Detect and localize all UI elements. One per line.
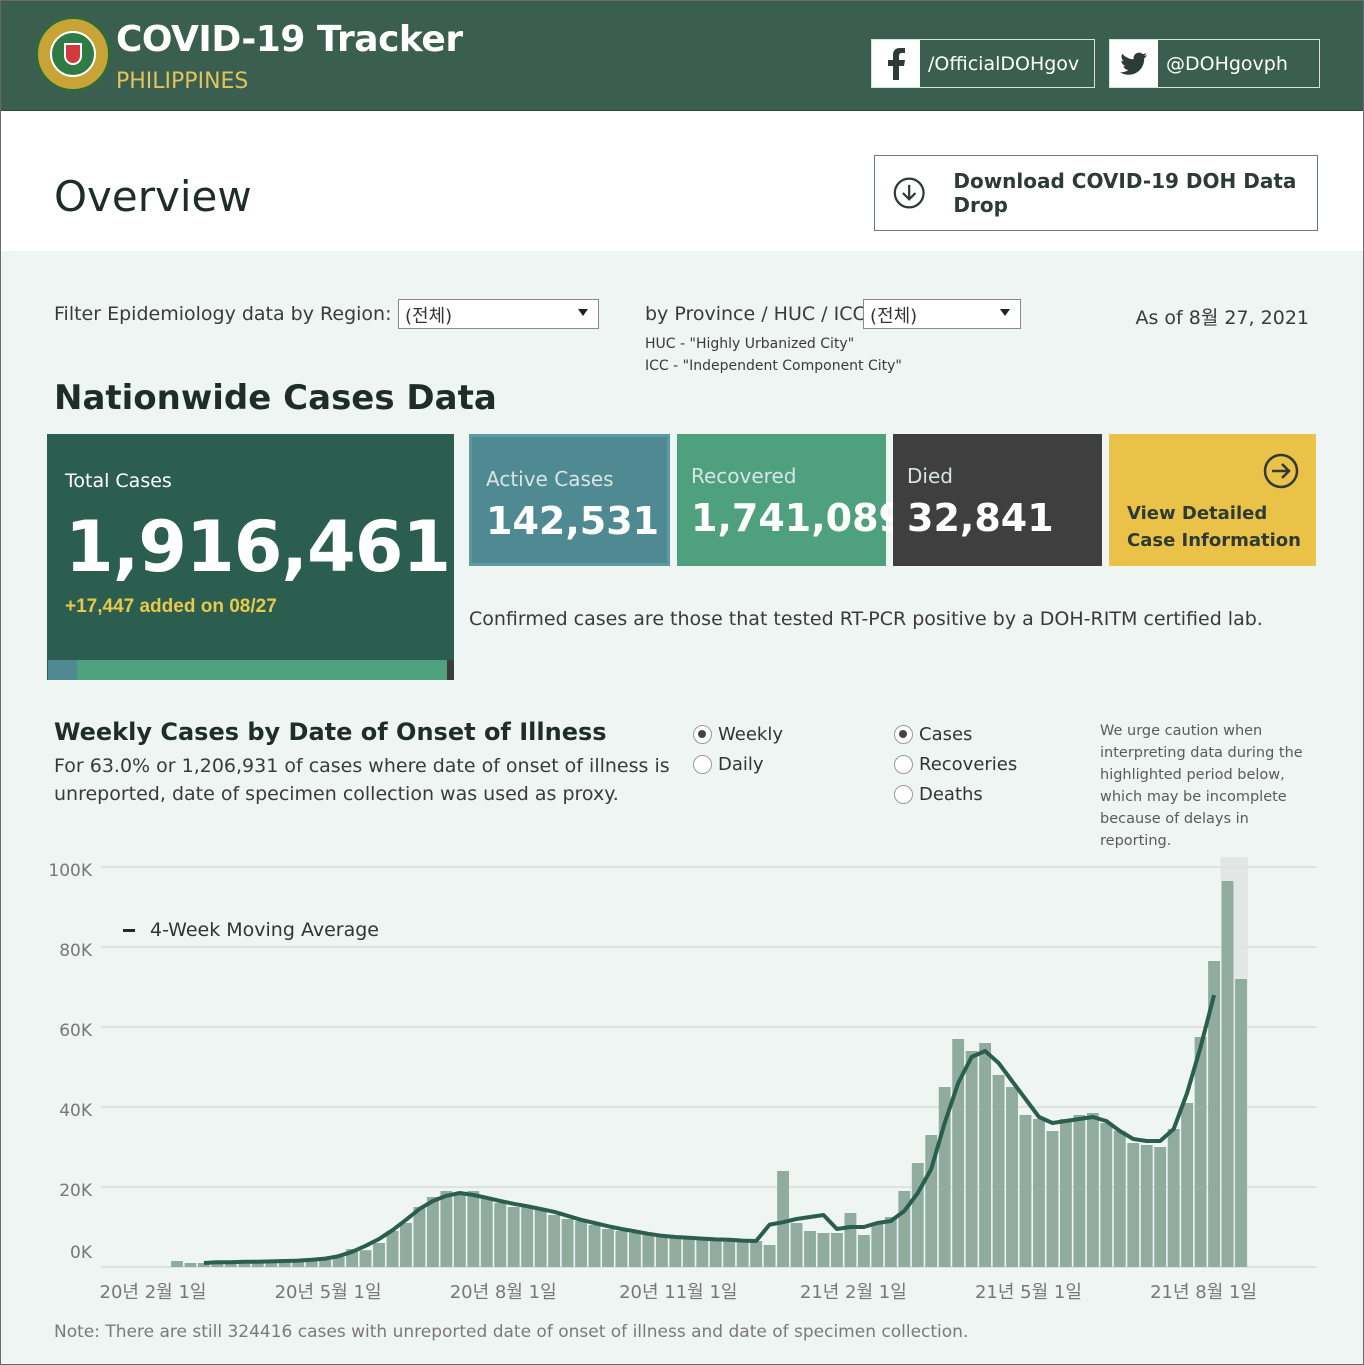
app-title: COVID-19 Tracker: [116, 19, 463, 60]
legend-line-swatch: [123, 928, 135, 932]
y-tick-label: 40K: [59, 1101, 92, 1121]
view-detailed-case-info-button[interactable]: View Detailed Case Information: [1109, 434, 1316, 566]
twitter-link[interactable]: @DOHgovph: [1109, 39, 1320, 88]
active-segment: [48, 660, 77, 680]
facebook-link[interactable]: /OfficialDOHgov: [871, 39, 1095, 88]
radio-recoveries[interactable]: Recoveries: [894, 754, 1017, 775]
legend-label: 4-Week Moving Average: [150, 919, 379, 941]
radio-deaths[interactable]: Deaths: [894, 784, 983, 805]
region-select[interactable]: (전체): [398, 299, 599, 329]
arrow-right-circle-icon: [1263, 453, 1299, 489]
caret-down-icon: [578, 309, 588, 316]
overview-title: Overview: [54, 172, 252, 221]
y-tick-label: 80K: [59, 941, 92, 961]
facebook-handle: /OfficialDOHgov: [928, 52, 1080, 75]
doh-seal-logo: [35, 16, 111, 92]
y-tick-label: 60K: [59, 1021, 92, 1041]
died-label: Died: [907, 464, 953, 488]
total-cases-added: +17,447 added on 08/27: [65, 596, 277, 617]
region-filter-label: Filter Epidemiology data by Region:: [54, 303, 392, 325]
radio-daily-label: Daily: [718, 754, 764, 775]
x-tick-label: 21년 2월 1일: [799, 1282, 907, 1303]
x-tick-label: 20년 11월 1일: [619, 1282, 738, 1303]
recovered-label: Recovered: [691, 464, 797, 488]
active-cases-label: Active Cases: [486, 467, 614, 491]
x-tick-label: 20년 8월 1일: [449, 1282, 557, 1303]
died-card: Died 32,841: [893, 434, 1102, 566]
total-cases-label: Total Cases: [65, 470, 172, 492]
radio-cases-label: Cases: [919, 724, 973, 745]
province-select-value: (전체): [870, 306, 918, 327]
weekly-chart-desc: For 63.0% or 1,206,931 of cases where da…: [54, 755, 670, 805]
app-header: COVID-19 Tracker PHILIPPINES /OfficialDO…: [0, 0, 1364, 111]
chart-legend: 4-Week Moving Average: [123, 919, 379, 941]
radio-selected-icon: [894, 725, 913, 744]
twitter-handle: @DOHgovph: [1166, 52, 1288, 75]
region-select-value: (전체): [405, 306, 453, 327]
facebook-icon: [872, 40, 920, 87]
province-select[interactable]: (전체): [863, 299, 1021, 329]
caret-down-icon: [1000, 309, 1010, 316]
app-subtitle: PHILIPPINES: [116, 69, 249, 94]
x-tick-label: 21년 5월 1일: [974, 1282, 1082, 1303]
view-detailed-line1: View Detailed: [1127, 503, 1268, 524]
download-icon: [893, 177, 925, 209]
radio-recoveries-label: Recoveries: [919, 754, 1018, 775]
radio-unselected-icon: [693, 755, 712, 774]
radio-selected-icon: [693, 725, 712, 744]
province-filter-label: by Province / HUC / ICC:: [645, 303, 873, 325]
as-of-date: As of 8월 27, 2021: [1135, 307, 1309, 329]
download-label: Download COVID-19 DOH Data Drop: [953, 169, 1297, 217]
twitter-icon: [1110, 40, 1158, 87]
icc-note: ICC - "Independent Component City": [645, 358, 902, 374]
huc-note: HUC - "Highly Urbanized City": [645, 336, 855, 352]
active-cases-value: 142,531: [486, 499, 660, 543]
case-breakdown-bar: [48, 660, 454, 680]
radio-weekly[interactable]: Weekly: [693, 724, 783, 745]
nationwide-title: Nationwide Cases Data: [54, 378, 497, 418]
active-cases-card: Active Cases 142,531: [469, 434, 670, 566]
radio-weekly-label: Weekly: [718, 724, 783, 745]
died-segment: [447, 660, 454, 680]
confirmed-cases-note: Confirmed cases are those that tested RT…: [469, 608, 1263, 630]
recovered-value: 1,741,089: [691, 496, 905, 540]
y-tick-label: 20K: [59, 1181, 92, 1201]
total-cases-value: 1,916,461: [65, 506, 451, 588]
total-cases-card: Total Cases 1,916,461 +17,447 added on 0…: [47, 434, 454, 680]
x-tick-label: 20년 2월 1일: [99, 1282, 207, 1303]
view-detailed-line2: Case Information: [1127, 530, 1301, 551]
view-detailed-label: View Detailed Case Information: [1127, 500, 1301, 554]
radio-cases[interactable]: Cases: [894, 724, 972, 745]
radio-deaths-label: Deaths: [919, 784, 983, 805]
radio-daily[interactable]: Daily: [693, 754, 764, 775]
y-tick-label: 0K: [70, 1243, 92, 1263]
chart-footnote: Note: There are still 324416 cases with …: [54, 1322, 969, 1342]
y-tick-label: 100K: [48, 861, 92, 881]
died-value: 32,841: [907, 496, 1054, 540]
weekly-chart-title: Weekly Cases by Date of Onset of Illness: [54, 718, 607, 746]
caution-note: We urge caution when interpreting data d…: [1100, 723, 1303, 849]
x-tick-label: 21년 8월 1일: [1150, 1282, 1257, 1303]
download-data-drop-button[interactable]: Download COVID-19 DOH Data Drop: [874, 155, 1318, 231]
recovered-card: Recovered 1,741,089: [677, 434, 905, 566]
radio-unselected-icon: [894, 755, 913, 774]
x-tick-label: 20년 5월 1일: [274, 1282, 382, 1303]
radio-unselected-icon: [894, 785, 913, 804]
